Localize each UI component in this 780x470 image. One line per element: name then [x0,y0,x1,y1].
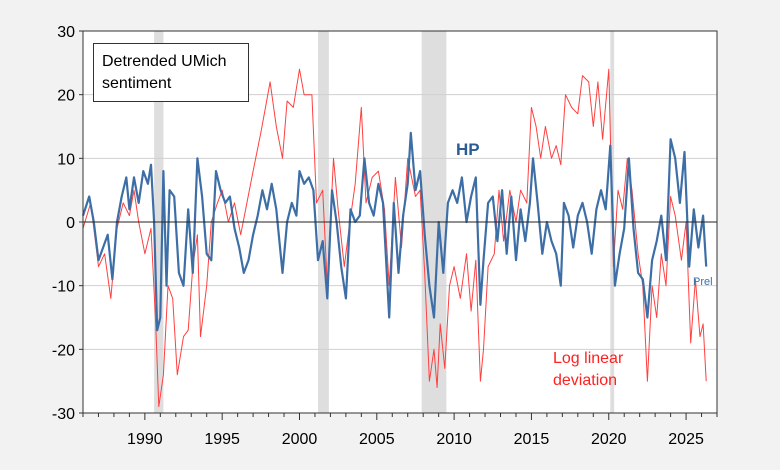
y-tick-label: 20 [57,88,75,105]
y-tick-label: 0 [66,215,75,232]
x-tick-label: 2015 [514,431,550,448]
chart-title: Detrended UMich sentiment [102,53,227,92]
x-tick-label: 2005 [359,431,395,448]
hp-label: HP [456,140,480,159]
x-tick-label: 2020 [591,431,627,448]
loglinear-label: Log linear deviation [553,350,624,389]
y-tick-label: 10 [57,151,75,168]
x-tick-label: 2010 [436,431,472,448]
chart-title-box: Detrended UMich sentiment [93,43,249,102]
x-tick-label: 2000 [282,431,318,448]
y-tick-label: -10 [52,279,75,296]
plot-border [82,30,718,414]
y-tick-label: -20 [52,342,75,359]
x-tick-label: 1990 [127,431,163,448]
y-tick-label: -30 [52,406,75,423]
prel-label: Prel [693,276,713,288]
y-tick-label: 30 [57,24,75,41]
series-hp-line [81,131,708,332]
x-tick-label: 1995 [204,431,240,448]
x-tick-label: 2025 [668,431,704,448]
